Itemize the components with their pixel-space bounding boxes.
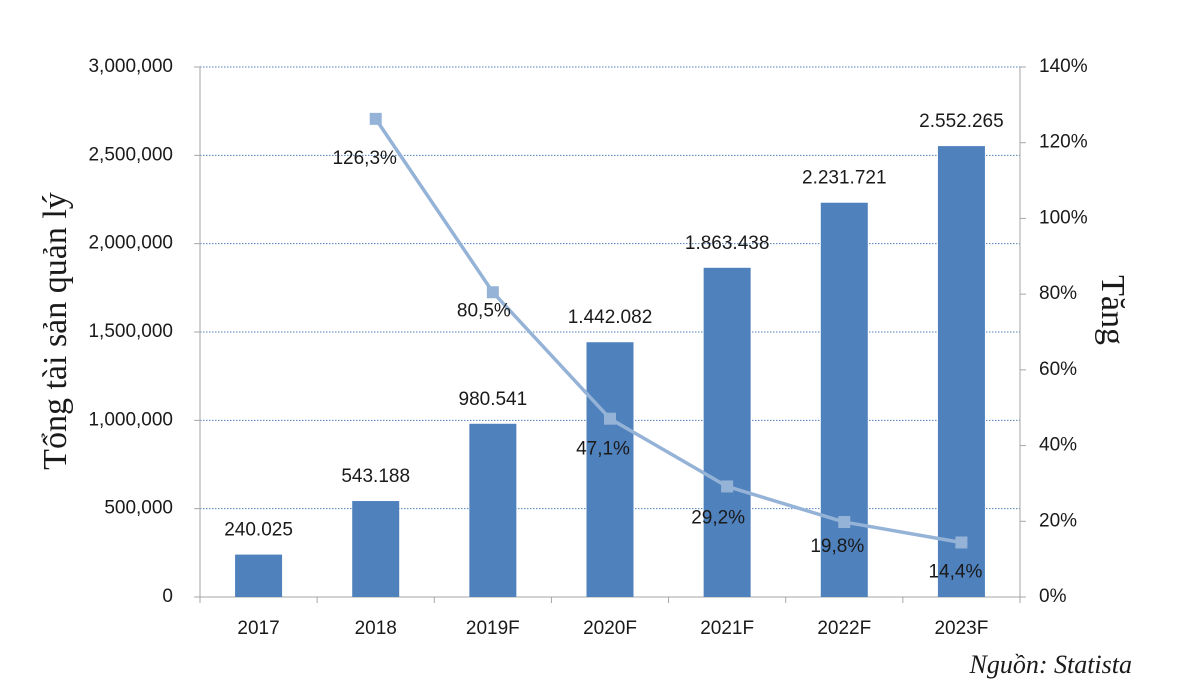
bar-value-label: 543.188 [341,466,410,487]
x-tick-label: 2023F [934,618,988,639]
bar [937,146,985,597]
y-right-tick-label: 140% [1039,56,1088,77]
source-note: Nguồn: Statista [969,650,1132,679]
y-right-tick-label: 100% [1039,207,1088,228]
growth-marker [369,112,382,125]
bar-value-label: 240.025 [224,520,293,541]
bar-series [235,146,985,597]
bar-value-label: 1.442.082 [568,307,653,328]
y-left-axis-title: Tổng tài sản quản lý [37,192,74,470]
bar-value-label: 1.863.438 [685,233,770,254]
y-left-tick-label: 2,500,000 [88,144,173,165]
x-tick-label: 2021F [700,618,754,639]
data-labels: 240.025 543.188 980.541 1.442.082 1.863.438 2… [224,111,1003,582]
x-tick-label: 2020F [583,618,637,639]
growth-value-label: 14,4% [928,562,982,583]
growth-marker [955,536,968,549]
y-left-tick-label: 2,000,000 [88,233,173,254]
y-left-tick-label: 1,500,000 [88,321,173,342]
growth-marker [838,516,851,529]
bar-value-label: 2.231.721 [802,168,887,189]
tick-labels: 0 500,000 1,000,000 1,500,000 2,000,000 2,500… [88,56,1087,639]
growth-marker [486,286,499,299]
growth-marker [604,412,616,425]
y-left-tick-label: 1,000,000 [88,409,173,430]
y-right-tick-label: 20% [1039,510,1077,531]
bar [469,423,517,597]
bar [235,554,283,597]
x-tick-label: 2018 [355,618,397,639]
growth-value-label: 47,1% [576,439,630,460]
bar [820,202,868,597]
growth-marker [721,480,734,493]
y-right-tick-label: 0% [1039,586,1067,607]
y-left-tick-label: 3,000,000 [88,56,173,77]
line-series [369,112,968,549]
y-left-tick-label: 0 [162,586,173,607]
growth-value-label: 29,2% [691,507,745,528]
bar [352,501,400,597]
bar-value-label: 2.552.265 [919,111,1004,132]
bar [703,267,751,597]
x-tick-label: 2017 [237,618,279,639]
y-right-tick-label: 40% [1039,435,1077,456]
y-left-tick-label: 500,000 [104,498,173,519]
bar [586,342,634,597]
y-right-tick-label: 60% [1039,359,1077,380]
y-right-tick-label: 80% [1039,283,1077,304]
growth-value-label: 126,3% [332,148,397,169]
growth-line [374,117,962,545]
y-right-tick-label: 120% [1039,132,1088,153]
growth-value-label: 80,5% [457,300,511,321]
x-tick-label: 2022F [817,618,871,639]
y-right-axis-title: Tăng [1094,275,1131,345]
x-tick-label: 2019F [466,618,520,639]
bar-value-label: 980.541 [459,389,528,410]
growth-value-label: 19,8% [810,536,864,557]
